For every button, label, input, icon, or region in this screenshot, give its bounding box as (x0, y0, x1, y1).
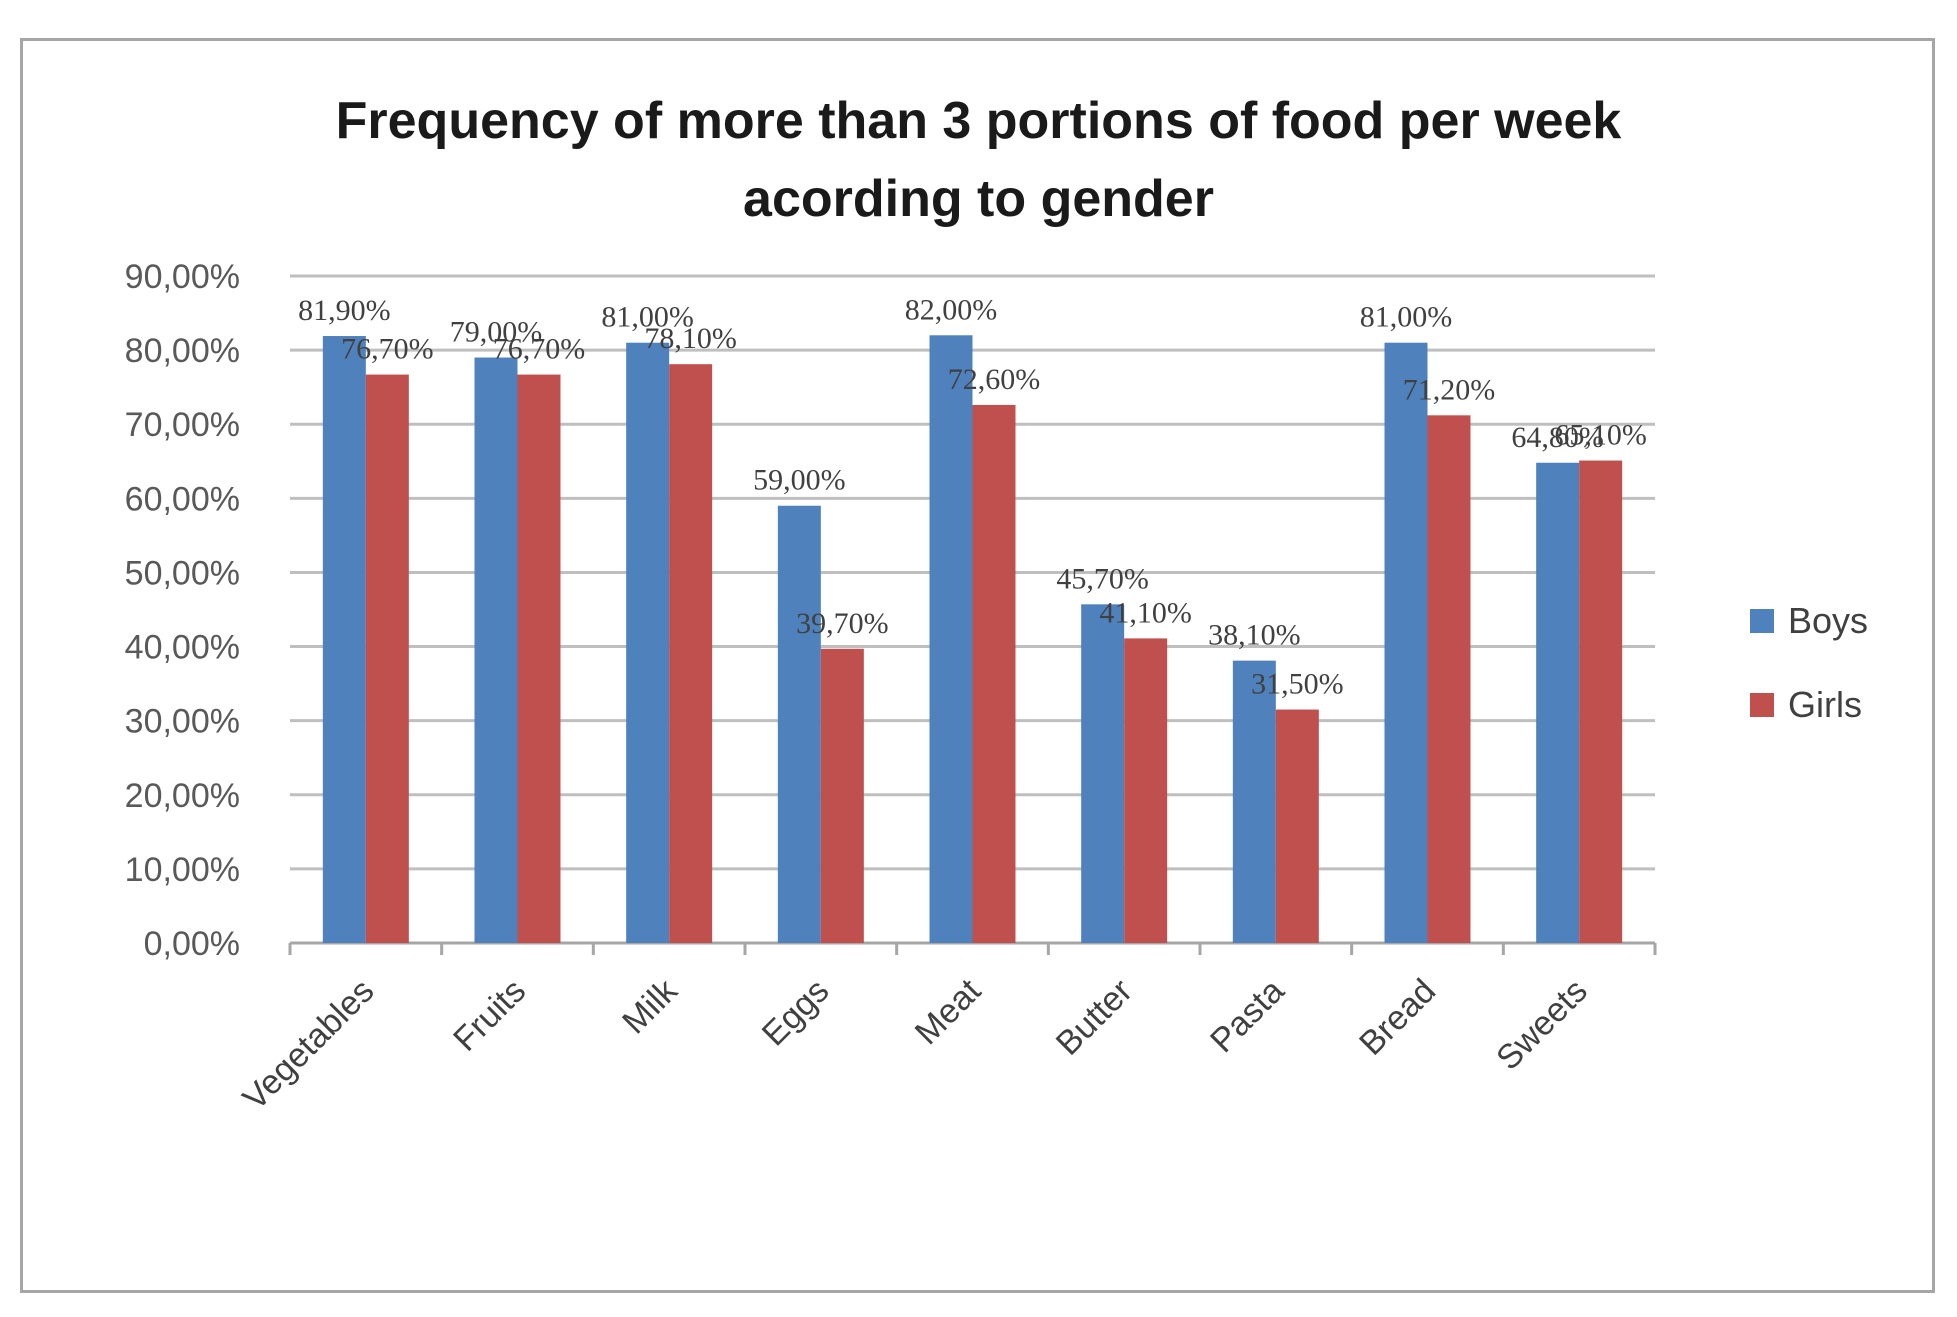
y-tick-label: 10,00% (125, 851, 240, 889)
bar-boys (929, 335, 973, 943)
y-tick-label: 90,00% (125, 258, 240, 296)
data-label-girls: 41,10% (1099, 596, 1192, 629)
bar-boys (1536, 462, 1580, 943)
bar-girls (1427, 415, 1471, 944)
y-tick-label: 0,00% (144, 925, 240, 963)
chart-title-line-2: acording to gender (743, 170, 1214, 228)
x-tick-label: Sweets (1489, 972, 1595, 1078)
bar-boys (1384, 342, 1428, 943)
data-label-boys: 81,90% (298, 294, 391, 327)
data-label-girls: 31,50% (1251, 668, 1344, 701)
x-tick-label: Vegetables (236, 972, 382, 1118)
legend-item-girls: Girls (1750, 684, 1868, 726)
legend-swatch-boys (1750, 609, 1774, 633)
chart-title-line-1: Frequency of more than 3 portions of foo… (335, 92, 1622, 150)
y-tick-label: 80,00% (125, 332, 240, 370)
data-label-boys: 81,00% (601, 301, 694, 334)
data-label-girls: 65,10% (1554, 419, 1647, 452)
x-tick-label: Milk (615, 971, 685, 1041)
bar-girls (365, 374, 409, 944)
data-label-boys: 45,70% (1056, 562, 1149, 595)
bar-boys (1081, 604, 1125, 943)
bar-girls (1275, 709, 1319, 943)
bar-girls (972, 404, 1016, 943)
bar-boys (1232, 660, 1276, 943)
data-label-girls: 72,60% (948, 363, 1041, 396)
y-tick-label: 70,00% (125, 406, 240, 444)
data-label-girls: 78,10% (644, 322, 737, 355)
data-label-boys: 79,00% (450, 316, 543, 349)
bar-boys (474, 357, 518, 943)
data-label-girls: 71,20% (1403, 373, 1496, 406)
bar-boys (322, 336, 366, 943)
x-tick-label: Meat (908, 971, 989, 1052)
bar-girls (517, 374, 561, 944)
data-label-boys: 38,10% (1208, 619, 1301, 652)
y-tick-label: 40,00% (125, 629, 240, 667)
data-label-boys: 82,00% (905, 293, 998, 326)
x-tick-label: Fruits (446, 972, 533, 1059)
bar-boys (777, 505, 821, 943)
x-tick-label: Butter (1049, 972, 1140, 1063)
data-label-boys: 59,00% (753, 464, 846, 497)
legend: Boys Girls (1750, 600, 1868, 768)
legend-swatch-girls (1750, 693, 1774, 717)
y-tick-label: 20,00% (125, 777, 240, 815)
data-label-boys: 64,80% (1511, 421, 1604, 454)
y-tick-label: 60,00% (125, 480, 240, 518)
data-label-girls: 39,70% (796, 607, 889, 640)
bar-girls (820, 648, 864, 943)
x-tick-label: Eggs (755, 972, 837, 1054)
x-tick-label: Bread (1352, 972, 1443, 1063)
y-tick-label: 50,00% (125, 554, 240, 592)
y-tick-label: 30,00% (125, 703, 240, 741)
bar-boys (626, 342, 670, 943)
legend-label-girls: Girls (1788, 684, 1862, 725)
data-label-girls: 76,70% (341, 333, 434, 366)
bar-girls (1124, 638, 1168, 943)
bar-girls (1579, 460, 1623, 943)
legend-item-boys: Boys (1750, 600, 1868, 642)
data-label-boys: 81,00% (1360, 301, 1453, 334)
chart-title: Frequency of more than 3 portions of foo… (0, 82, 1957, 238)
legend-label-boys: Boys (1788, 600, 1869, 641)
bar-girls (669, 364, 713, 943)
x-tick-label: Pasta (1203, 972, 1291, 1060)
data-label-girls: 76,70% (493, 333, 586, 366)
